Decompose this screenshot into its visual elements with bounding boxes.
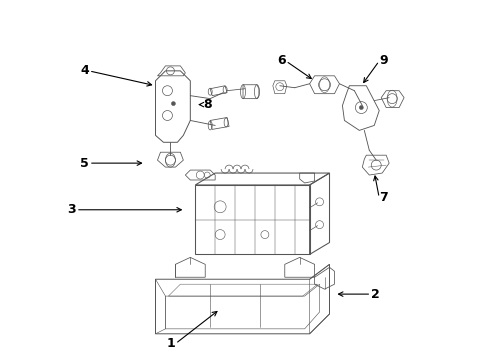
Text: 6: 6 — [277, 54, 285, 67]
Text: 9: 9 — [379, 54, 387, 67]
Text: 7: 7 — [379, 192, 387, 204]
Text: 4: 4 — [80, 64, 89, 77]
Text: 5: 5 — [80, 157, 89, 170]
Circle shape — [359, 105, 363, 109]
Text: 1: 1 — [166, 337, 175, 350]
Text: 2: 2 — [370, 288, 379, 301]
Circle shape — [171, 102, 175, 105]
Text: 8: 8 — [203, 98, 211, 111]
Text: 3: 3 — [67, 203, 76, 216]
